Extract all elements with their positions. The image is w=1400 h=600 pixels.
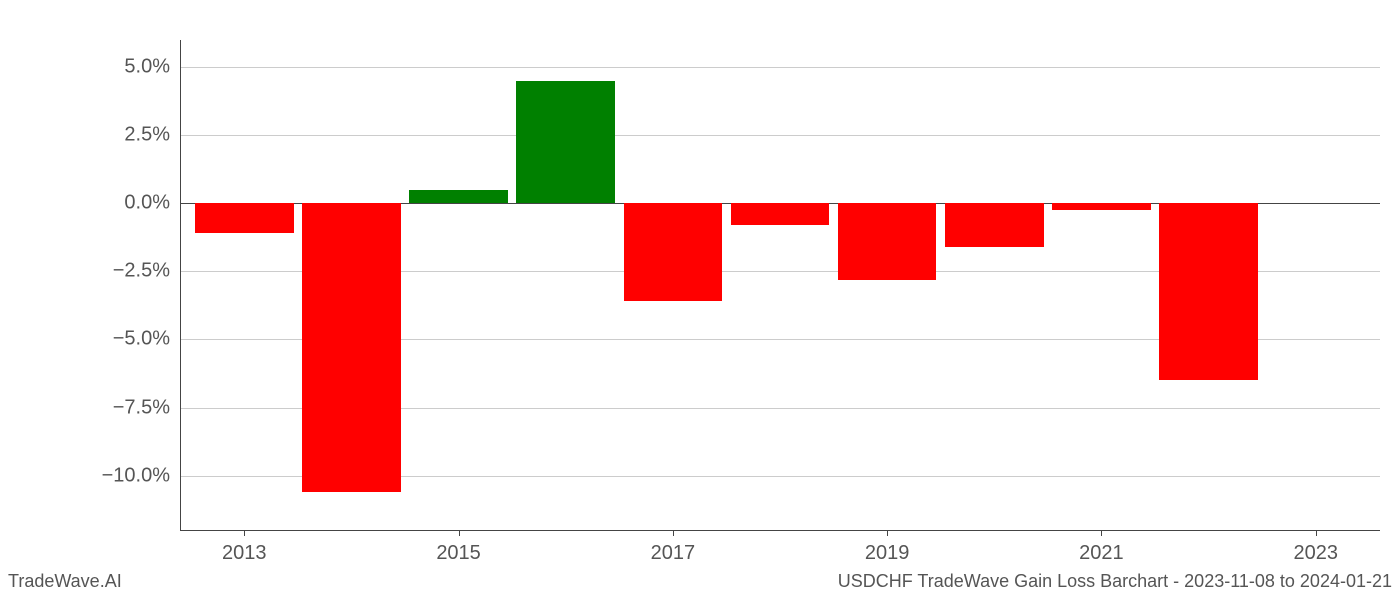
- bar-2017: [624, 203, 723, 301]
- footer-left-label: TradeWave.AI: [8, 571, 122, 592]
- x-tick-mark: [1316, 530, 1317, 536]
- bar-2014: [302, 203, 401, 492]
- y-tick-label: 2.5%: [80, 124, 170, 147]
- x-tick-mark: [459, 530, 460, 536]
- gridline: [180, 67, 1380, 68]
- bar-2020: [945, 203, 1044, 247]
- spine-left: [180, 40, 181, 530]
- bar-2022: [1159, 203, 1258, 380]
- x-tick-mark: [1101, 530, 1102, 536]
- x-tick-label: 2019: [865, 542, 910, 565]
- y-tick-label: −2.5%: [80, 260, 170, 283]
- y-tick-label: −5.0%: [80, 328, 170, 351]
- y-tick-label: 5.0%: [80, 56, 170, 79]
- x-tick-mark: [673, 530, 674, 536]
- bar-2021: [1052, 203, 1151, 210]
- chart-container: −10.0% −7.5% −5.0% −2.5% 0.0% 2.5% 5.0% 2013 201…: [0, 0, 1400, 600]
- y-tick-label: −7.5%: [80, 396, 170, 419]
- bar-2018: [731, 203, 830, 225]
- x-tick-label: 2023: [1293, 542, 1338, 565]
- x-tick-label: 2013: [222, 542, 267, 565]
- bar-2019: [838, 203, 937, 279]
- y-tick-label: −10.0%: [80, 464, 170, 487]
- x-tick-mark: [887, 530, 888, 536]
- bar-2016: [516, 81, 615, 204]
- x-tick-label: 2015: [436, 542, 481, 565]
- bar-2013: [195, 203, 294, 233]
- y-tick-label: 0.0%: [80, 192, 170, 215]
- x-tick-label: 2017: [651, 542, 696, 565]
- x-tick-label: 2021: [1079, 542, 1124, 565]
- gridline: [180, 135, 1380, 136]
- x-tick-mark: [244, 530, 245, 536]
- bar-2015: [409, 190, 508, 204]
- plot-area: −10.0%−7.5%−5.0%−2.5%0.0%2.5%5.0%2013201…: [180, 40, 1380, 530]
- footer-right-label: USDCHF TradeWave Gain Loss Barchart - 20…: [838, 571, 1392, 592]
- spine-bottom: [180, 530, 1380, 531]
